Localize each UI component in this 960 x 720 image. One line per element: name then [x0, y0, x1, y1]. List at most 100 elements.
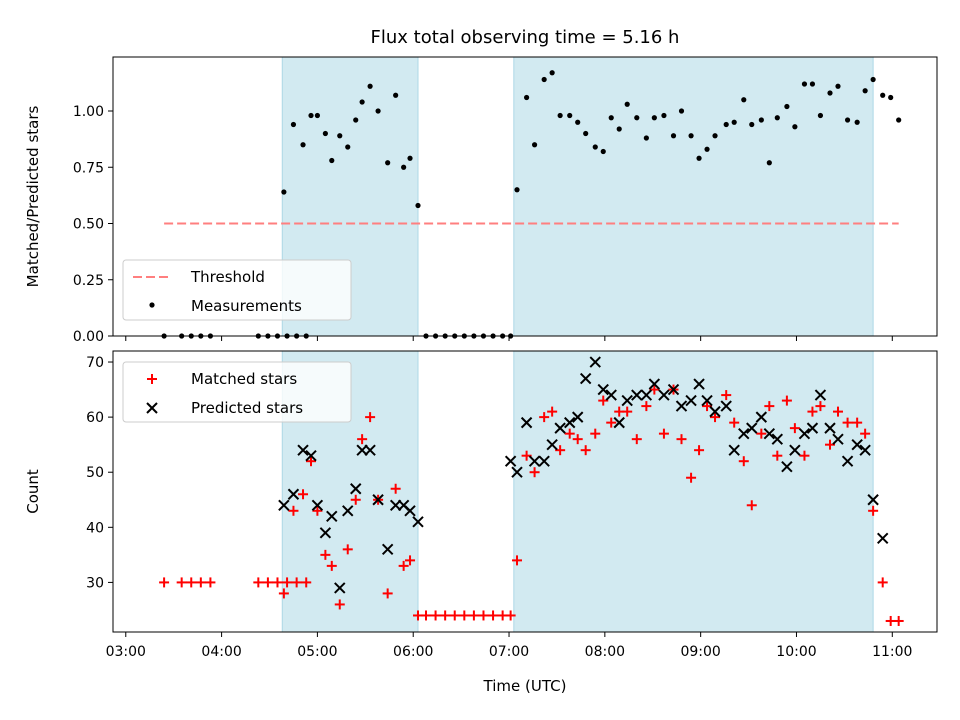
matched-point: [282, 577, 293, 588]
measurement-point: [784, 103, 790, 110]
predicted-point: [701, 394, 713, 407]
predicted-point: [305, 449, 317, 462]
matched-point: [893, 615, 904, 626]
predicted-point: [334, 582, 346, 594]
predicted-point: [326, 510, 338, 523]
measurement-point: [300, 142, 306, 148]
measurement-point: [359, 99, 365, 105]
matched-point: [868, 505, 879, 516]
measurement-point: [723, 121, 729, 128]
matched-point: [877, 577, 888, 588]
matched-point: [606, 417, 617, 428]
measurement-point: [322, 130, 328, 137]
count-panel: 30 40 50 60 70 03:00 04:00 05:00 06:00 07:00 08:00…: [24, 350, 938, 660]
y-axis-label: Matched/Predicted stars: [24, 106, 42, 288]
matched-point: [320, 549, 331, 560]
matched-point: [365, 412, 376, 423]
measurement-point: [661, 112, 667, 119]
predicted-point: [851, 438, 863, 451]
predicted-point: [876, 532, 889, 545]
matched-point: [253, 577, 264, 588]
matched-point: [478, 610, 489, 621]
matched-point: [789, 423, 800, 434]
measurement-point: [557, 112, 563, 119]
x-tick-label: 10:00: [776, 644, 816, 660]
measurement-point: [290, 121, 297, 128]
y-tick-label: 0.50: [73, 217, 104, 233]
measurement-point: [514, 187, 520, 193]
predicted-point: [364, 444, 376, 456]
y-axis-label: Count: [24, 469, 42, 514]
predicted-point: [311, 499, 324, 511]
measurement-point: [531, 142, 538, 148]
matched-point: [298, 489, 309, 500]
matched-point: [649, 384, 660, 395]
matched-point: [539, 412, 550, 423]
y-tick-label: 0.25: [73, 273, 104, 289]
measurement-point: [888, 94, 894, 101]
x-tick-label: 06:00: [393, 644, 433, 660]
y-tick-label: 0.75: [73, 160, 104, 176]
predicted-point: [824, 422, 836, 434]
measurement-point: [541, 76, 547, 83]
measurement-point: [801, 81, 808, 87]
measurement-point: [549, 70, 555, 76]
predicted-point: [404, 505, 416, 517]
matched-point: [832, 406, 843, 417]
legend: Matched stars Predicted stars: [122, 361, 352, 423]
matched-point: [676, 434, 687, 445]
matched-point: [176, 577, 187, 588]
matched-point: [334, 599, 345, 610]
predicted-point: [667, 383, 680, 396]
matched-point: [721, 390, 732, 401]
legend-predicted-swatch: [146, 402, 158, 414]
y-tick-label: 60: [86, 410, 104, 426]
matched-point: [547, 406, 558, 417]
measurement-point: [896, 117, 902, 123]
measurement-point: [792, 124, 798, 130]
measurement-point: [731, 119, 737, 125]
matched-point: [772, 450, 783, 461]
y-tick-label: 40: [86, 520, 104, 536]
matched-point: [278, 588, 289, 599]
matched-point: [382, 588, 393, 599]
matched-point: [342, 544, 353, 555]
matched-point: [815, 401, 826, 412]
matched-point: [764, 401, 775, 412]
measurement-point: [835, 83, 841, 89]
matched-point: [430, 610, 441, 621]
predicted-point: [789, 444, 801, 456]
measurement-point: [415, 202, 421, 209]
matched-point: [710, 412, 721, 423]
legend-box: [122, 361, 352, 423]
measurement-point: [688, 133, 694, 139]
legend: Threshold Measurements: [122, 259, 352, 321]
predicted-point: [621, 394, 633, 407]
matched-point: [631, 434, 642, 445]
measurement-point: [749, 121, 755, 128]
predicted-point: [613, 416, 625, 429]
measurement-point: [624, 101, 630, 107]
matched-point: [405, 555, 416, 566]
matched-point: [512, 555, 523, 566]
predicted-point: [720, 400, 732, 412]
measurement-point: [567, 112, 573, 119]
predicted-point: [381, 543, 394, 556]
matched-point: [195, 577, 206, 588]
matched-point: [326, 560, 337, 571]
measurement-point: [375, 108, 381, 114]
predicted-point: [648, 378, 661, 390]
matched-point: [564, 428, 575, 439]
measurement-point: [862, 88, 868, 94]
legend-measurements-swatch: [149, 302, 155, 308]
y-tick-label: 30: [86, 575, 104, 591]
predicted-point: [546, 438, 558, 451]
ratio-panel: 0.00 0.25 0.50 0.75 1.00 Matched/Predicted st…: [24, 56, 938, 345]
measurement-point: [523, 94, 530, 101]
measurement-point: [329, 157, 335, 164]
predicted-point: [589, 356, 601, 368]
x-tick-label: 11:00: [872, 644, 912, 660]
matched-point: [350, 494, 361, 505]
predicted-point: [297, 444, 309, 456]
